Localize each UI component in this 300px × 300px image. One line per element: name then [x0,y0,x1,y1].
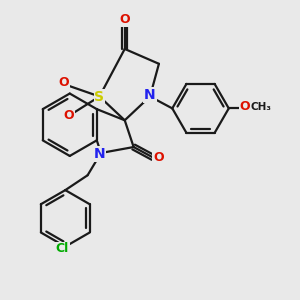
Text: CH₃: CH₃ [250,102,272,112]
Text: O: O [58,76,69,89]
Text: N: N [144,88,156,102]
Text: O: O [64,109,74,122]
Text: S: S [94,89,104,103]
Text: O: O [240,100,250,113]
Text: O: O [119,13,130,26]
Text: N: N [94,147,105,161]
Text: O: O [153,151,164,164]
Text: Cl: Cl [56,242,69,256]
